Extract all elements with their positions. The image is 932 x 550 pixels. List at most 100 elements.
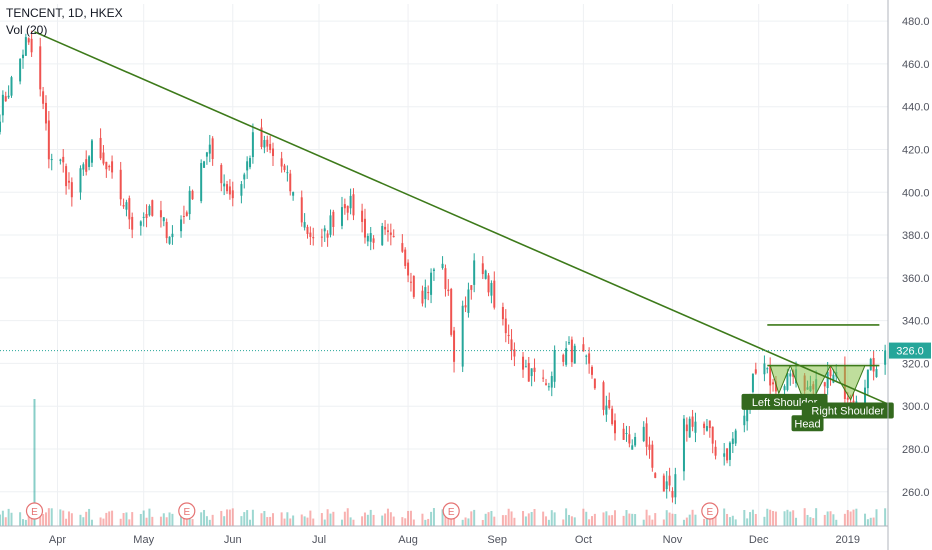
candle-body — [231, 190, 234, 199]
candle-body — [613, 420, 616, 434]
volume-bar — [832, 514, 835, 526]
volume-bar — [62, 510, 65, 526]
volume-bar — [826, 511, 829, 526]
volume-bar — [349, 517, 352, 526]
candle-body — [329, 215, 332, 235]
candle-body — [783, 386, 786, 391]
volume-bar — [289, 518, 292, 526]
volume-bar — [188, 515, 191, 526]
volume-bar — [384, 513, 387, 526]
volume-bar — [795, 517, 798, 526]
volume-bar — [565, 508, 568, 526]
candle-body — [484, 270, 487, 279]
volume-bar — [668, 512, 671, 526]
volume-bar — [444, 514, 447, 526]
volume-bar — [746, 518, 749, 526]
candle-body — [527, 362, 530, 382]
earnings-event-marker — [178, 502, 196, 520]
volume-bar — [513, 517, 516, 526]
volume-bar — [875, 509, 878, 526]
volume-bar — [763, 516, 766, 526]
volume-bar — [467, 518, 470, 526]
volume-bar — [654, 513, 657, 526]
volume-bar — [743, 509, 746, 526]
volume-bar — [602, 512, 605, 526]
candle-body — [228, 186, 231, 195]
volume-bar — [21, 519, 24, 526]
volume-bar — [527, 513, 530, 526]
volume-bar — [363, 512, 366, 526]
volume-bar — [792, 510, 795, 526]
volume-bar — [749, 512, 752, 526]
volume-bar — [823, 514, 826, 526]
candle-body — [263, 139, 266, 148]
candle-body — [430, 272, 433, 295]
candle-body — [682, 418, 685, 472]
volume-bar — [320, 513, 323, 526]
volume-bar — [332, 511, 335, 526]
volume-bar — [493, 516, 496, 526]
volume-bar — [470, 511, 473, 526]
volume-bar — [645, 509, 648, 526]
volume-bar — [849, 511, 852, 526]
candle-body — [671, 491, 674, 498]
candle-body — [774, 381, 777, 392]
candle-body — [165, 221, 168, 239]
candle-body — [0, 121, 1, 132]
volume-bar — [424, 519, 427, 526]
volume-bar — [205, 516, 208, 526]
candle-body — [128, 198, 131, 220]
candle-body — [24, 37, 27, 56]
volume-bar — [723, 508, 726, 526]
earnings-event-marker — [25, 502, 44, 520]
volume-bar — [453, 513, 456, 526]
volume-bar — [312, 518, 315, 526]
candle-body — [39, 46, 42, 90]
candle-body — [453, 330, 456, 362]
candle-body — [746, 404, 749, 422]
y-tick-label: 280.0 — [902, 444, 930, 456]
volume-bar — [251, 509, 254, 526]
candle-body — [826, 371, 829, 389]
volume-bar — [421, 513, 424, 526]
candle-body — [731, 438, 734, 445]
candle-body — [464, 305, 467, 308]
volume-bar — [0, 514, 1, 526]
volume-bar — [148, 508, 151, 526]
volume-bar — [731, 515, 734, 526]
volume-bar — [585, 511, 588, 526]
candle-body — [711, 426, 714, 444]
volume-bar — [125, 512, 128, 526]
volume-bar — [789, 511, 792, 526]
volume-bar — [231, 508, 234, 526]
volume-bar — [88, 508, 91, 526]
grid — [0, 4, 888, 526]
candle-body — [611, 408, 614, 425]
candle-body — [283, 165, 286, 171]
candle-body — [131, 216, 134, 230]
x-tick-label: Nov — [663, 534, 683, 546]
candle-body — [421, 290, 424, 304]
candle-body — [427, 292, 430, 294]
candle-body — [734, 430, 737, 444]
candle-body — [625, 433, 628, 435]
candle-body — [864, 387, 867, 406]
x-tick-label: Jun — [224, 534, 242, 546]
volume-bar — [70, 513, 73, 526]
volume-bar — [182, 512, 185, 526]
volume-bar — [728, 517, 731, 526]
candle-body — [203, 161, 206, 168]
volume-bar — [27, 508, 30, 526]
candle-body — [772, 382, 775, 385]
y-tick-label: 320.0 — [902, 358, 930, 370]
volume-bar — [44, 512, 47, 526]
candle-body — [27, 38, 30, 43]
volume-bar — [530, 511, 533, 526]
volume-bar — [754, 513, 757, 526]
volume-bar — [843, 513, 846, 526]
volume-bar — [326, 509, 329, 526]
volume-bar — [714, 513, 717, 526]
candle-body — [688, 418, 691, 438]
